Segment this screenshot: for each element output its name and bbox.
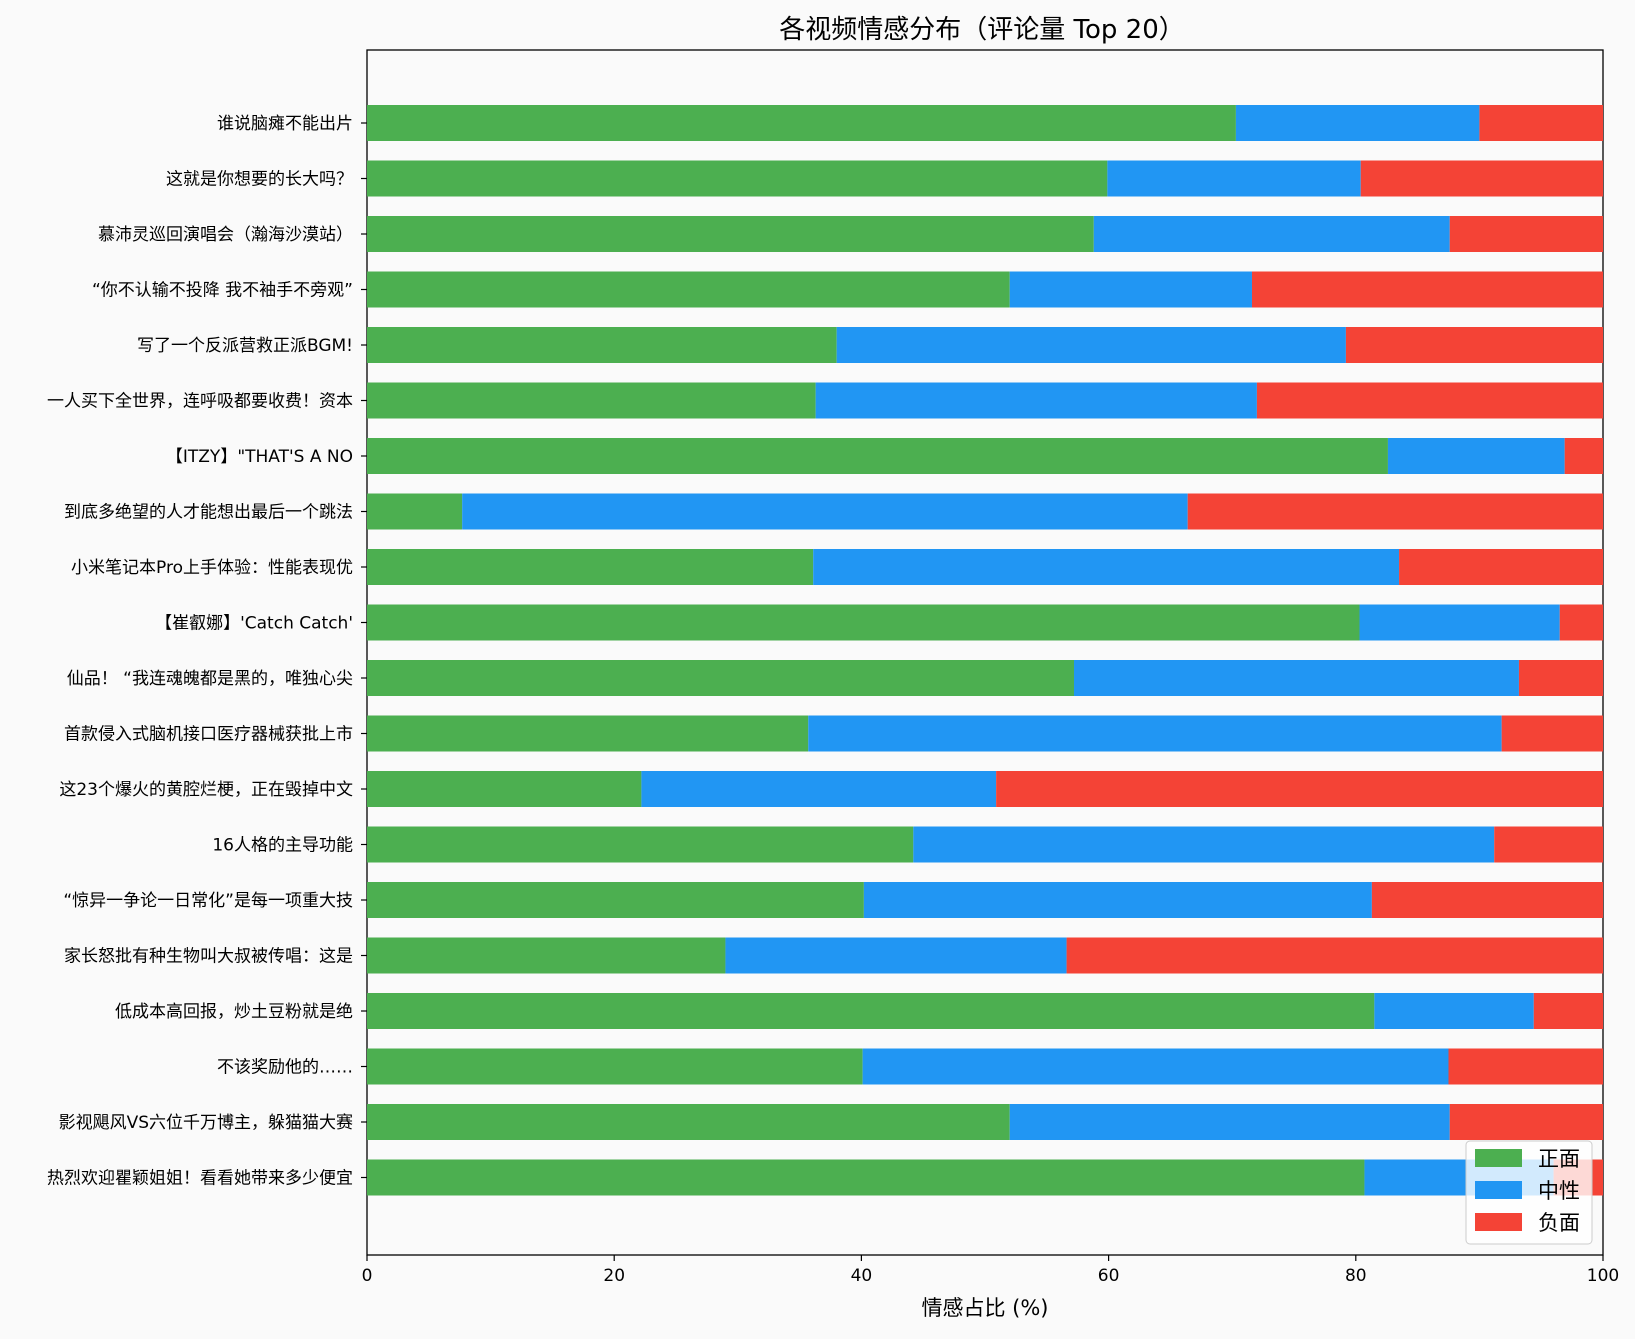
bar-segment-负面-5 (1256, 382, 1603, 419)
y-tick-label: 家长怒批有种生物叫大叔被传唱：这是 (64, 947, 353, 967)
plot-area (366, 49, 1604, 1256)
legend-swatch-0 (1475, 1149, 1522, 1167)
y-tick-label: 到底多绝望的人才能想出最后一个跳法 (64, 503, 353, 523)
bar-segment-负面-10 (1518, 660, 1603, 696)
bar-segment-负面-8 (1399, 549, 1603, 585)
bar-segment-负面-7 (1187, 493, 1603, 530)
y-tick-label: “你不认输不投降 我不袖手不旁观” (92, 281, 353, 301)
bar-segment-正面-19 (367, 1159, 1365, 1196)
bar-segment-负面-0 (1479, 105, 1603, 141)
bar-segment-正面-1 (367, 160, 1108, 197)
bar-segment-正面-3 (367, 271, 1010, 308)
bar-segment-中性-13 (913, 826, 1495, 863)
bar-segment-中性-7 (462, 493, 1188, 530)
bar-segment-负面-11 (1501, 715, 1603, 752)
x-tick-label: 0 (362, 1266, 373, 1286)
legend-label-0: 正面 (1538, 1147, 1580, 1171)
y-tick-label: 一人买下全世界，连呼吸都要收费！资本 (47, 392, 353, 412)
bar-segment-中性-0 (1235, 105, 1480, 141)
bar-segment-正面-17 (367, 1048, 863, 1085)
bar-segment-正面-8 (367, 549, 814, 585)
y-tick-label: 低成本高回报，炒土豆粉就是绝 (115, 1002, 353, 1022)
bar-segment-正面-2 (367, 216, 1094, 252)
y-tick-label: 慕沛灵巡回演唱会（瀚海沙漠站） (98, 225, 353, 245)
y-tick-label: “惊异一争论一日常化”是每一项重大技 (63, 891, 353, 911)
y-tick-label: 首款侵入式脑机接口医疗器械获批上市 (64, 725, 353, 745)
bar-segment-中性-9 (1359, 604, 1560, 641)
x-tick-label: 40 (851, 1266, 873, 1286)
bar-segment-负面-14 (1371, 882, 1603, 918)
bar-segment-正面-12 (367, 771, 642, 807)
bar-segment-中性-1 (1107, 160, 1361, 197)
y-tick-label: 16人格的主导功能 (212, 836, 353, 856)
bar-segment-负面-2 (1449, 216, 1603, 252)
legend-swatch-2 (1475, 1213, 1522, 1231)
legend-swatch-1 (1475, 1181, 1522, 1199)
bar-segment-负面-13 (1494, 826, 1603, 863)
bar-segment-中性-5 (815, 382, 1257, 419)
x-tick-label: 20 (603, 1266, 625, 1286)
bar-segment-中性-18 (1009, 1104, 1450, 1140)
y-tick-label: 这就是你想要的长大吗？ (166, 170, 353, 190)
bar-segment-正面-11 (367, 715, 809, 752)
y-tick-label: 【ITZY】"THAT'S A NO (166, 447, 353, 467)
y-tick-label: 热烈欢迎瞿颖姐姐！看看她带来多少便宜 (47, 1169, 353, 1189)
bar-segment-中性-11 (808, 715, 1502, 752)
bar-segment-负面-6 (1564, 438, 1603, 474)
x-axis: 0 20 40 60 80 100 (362, 1255, 1619, 1286)
y-tick-label: 影视飓风VS六位千万博主，躲猫猫大赛 (59, 1112, 353, 1133)
bar-segment-中性-10 (1073, 660, 1519, 696)
x-axis-label: 情感占比 (%) (921, 1296, 1048, 1320)
bar-segment-中性-14 (863, 882, 1372, 918)
bar-segment-正面-15 (367, 937, 726, 974)
bar-segment-正面-14 (367, 882, 864, 918)
chart-title: 各视频情感分布（评论量 Top 20） (779, 15, 1185, 45)
bar-segment-中性-2 (1093, 216, 1450, 252)
bar-segment-正面-13 (367, 826, 914, 863)
bar-segment-负面-16 (1533, 993, 1603, 1029)
bar-segment-正面-10 (367, 660, 1074, 696)
x-tick-label: 60 (1098, 1266, 1120, 1286)
bar-segment-负面-9 (1559, 604, 1603, 641)
bar-segment-负面-17 (1448, 1048, 1603, 1085)
bar-segment-正面-7 (367, 493, 463, 530)
bar-segment-中性-12 (641, 771, 997, 807)
bar-segment-中性-17 (862, 1048, 1449, 1085)
y-tick-label: 【崔叡娜】'Catch Catch' (155, 614, 353, 634)
bar-segment-正面-4 (367, 327, 837, 363)
bar-segment-负面-1 (1360, 160, 1603, 197)
legend-label-1: 中性 (1538, 1179, 1580, 1203)
bars-layer (367, 105, 1603, 1196)
bar-segment-中性-3 (1009, 271, 1252, 308)
bar-segment-正面-5 (367, 382, 816, 419)
bar-segment-负面-15 (1066, 937, 1603, 974)
bar-segment-中性-15 (725, 937, 1067, 974)
bar-segment-负面-12 (996, 771, 1603, 807)
bar-segment-负面-4 (1345, 327, 1603, 363)
bar-segment-中性-16 (1374, 993, 1534, 1029)
y-tick-label: 小米笔记本Pro上手体验：性能表现优 (71, 558, 353, 578)
y-tick-label: 不该奖励他的…… (217, 1058, 353, 1078)
x-tick-label: 100 (1587, 1266, 1619, 1286)
bar-segment-负面-18 (1449, 1104, 1603, 1140)
y-tick-label: 写了一个反派营救正派BGM! (137, 336, 353, 356)
bar-segment-正面-9 (367, 604, 1360, 641)
legend-label-2: 负面 (1538, 1211, 1580, 1235)
y-tick-label: 谁说脑瘫不能出片 (217, 114, 353, 134)
bar-segment-中性-4 (836, 327, 1346, 363)
y-tick-label: 这23个爆火的黄腔烂梗，正在毁掉中文 (59, 780, 353, 800)
bar-segment-正面-6 (367, 438, 1388, 474)
bar-segment-正面-16 (367, 993, 1375, 1029)
bar-segment-正面-18 (367, 1104, 1010, 1140)
x-tick-label: 80 (1345, 1266, 1367, 1286)
bar-segment-中性-6 (1387, 438, 1565, 474)
bar-segment-中性-8 (813, 549, 1400, 585)
bar-segment-正面-0 (367, 105, 1236, 141)
y-tick-label: 仙品！ “我连魂魄都是黑的，唯独心尖 (67, 669, 353, 689)
bar-segment-负面-3 (1251, 271, 1603, 308)
